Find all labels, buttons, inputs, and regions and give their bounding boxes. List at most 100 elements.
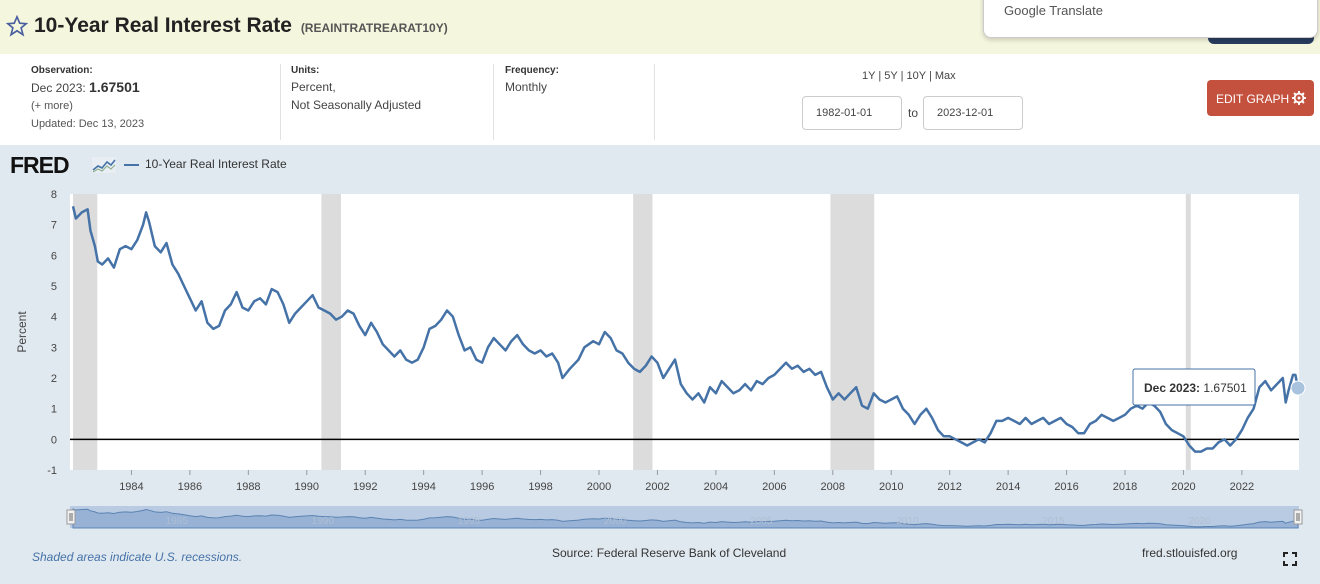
source-text: Source: Federal Reserve Bank of Clevelan… xyxy=(552,546,787,560)
fullscreen-icon[interactable] xyxy=(1283,552,1297,566)
recession-band xyxy=(321,194,341,470)
recession-band xyxy=(73,194,98,470)
navigator-tick-label: 2010 xyxy=(896,516,919,527)
page-title: 10-Year Real Interest Rate (REAINTRATREA… xyxy=(34,14,448,38)
series-id: (REAINTRATREARAT10Y) xyxy=(300,21,448,35)
x-tick-label: 2010 xyxy=(879,481,903,493)
x-tick-label: 2000 xyxy=(587,481,611,493)
navigator-series xyxy=(72,508,1299,529)
navigator-handle-right[interactable] xyxy=(1293,509,1303,525)
series-title: 10-Year Real Interest Rate xyxy=(34,14,292,37)
navigator-tick-label: 2020 xyxy=(1188,516,1211,527)
range-navigator[interactable]: 1985 1990 1995 2000 2005 2010 2015 2020 xyxy=(66,506,1303,529)
range-max[interactable]: Max xyxy=(934,70,956,82)
y-tick-label: 3 xyxy=(51,342,57,354)
recession-band xyxy=(633,194,653,470)
y-tick-label: 4 xyxy=(51,312,57,324)
plot-area xyxy=(70,194,1299,470)
svg-text:Dec 2023: 1.67501: Dec 2023: 1.67501 xyxy=(1144,381,1247,395)
recession-band xyxy=(1185,194,1191,470)
date-range-shortcuts: 1Y | 5Y | 10Y | Max xyxy=(862,70,956,82)
x-tick-label: 2016 xyxy=(1054,481,1078,493)
units-block: Units: Percent, Not Seasonally Adjusted xyxy=(291,64,421,114)
recession-shading xyxy=(73,194,1191,470)
tooltip: Dec 2023: 1.67501 xyxy=(1132,368,1256,406)
start-date-input[interactable]: 1982-01-01 xyxy=(802,96,902,130)
fred-logo-chart-icon xyxy=(92,157,116,173)
observation-label: Observation: xyxy=(31,65,93,76)
units-line-2: Not Seasonally Adjusted xyxy=(291,98,422,112)
series-info-panel: Observation: Dec 2023: 1.67501 (+ more) … xyxy=(0,54,1320,145)
google-translate-popup[interactable]: Google Translate xyxy=(983,0,1318,38)
gear-icon xyxy=(1292,90,1307,106)
navigator-tick-label: 1995 xyxy=(458,516,481,527)
header-button-edge[interactable] xyxy=(1208,36,1314,44)
legend-line-swatch xyxy=(124,164,139,166)
navigator-tick-label: 2005 xyxy=(750,516,773,527)
x-tick-label: 2018 xyxy=(1113,481,1137,493)
x-tick-label: 2004 xyxy=(704,481,728,493)
x-tick-label: 2020 xyxy=(1171,481,1195,493)
range-separator: | xyxy=(928,70,932,82)
y-tick-label: 6 xyxy=(51,250,57,262)
more-observations-link[interactable]: (+ more) xyxy=(31,100,73,112)
navigator-ticks: 1985 1990 1995 2000 2005 2010 2015 2020 xyxy=(166,516,1211,527)
units-label: Units: xyxy=(291,65,320,76)
recession-note: Shaded areas indicate U.S. recessions. xyxy=(32,550,243,564)
x-tick-label: 2012 xyxy=(937,481,961,493)
divider xyxy=(654,64,655,140)
divider xyxy=(493,64,494,140)
y-tick-label: -1 xyxy=(47,465,57,477)
range-5y[interactable]: 5Y xyxy=(884,70,898,82)
y-tick-label: 5 xyxy=(51,281,57,293)
x-tick-label: 2006 xyxy=(762,481,786,493)
x-tick-label: 1992 xyxy=(353,481,377,493)
x-tick-label: 2008 xyxy=(821,481,845,493)
x-tick-label: 2022 xyxy=(1230,481,1254,493)
range-separator: | xyxy=(878,70,882,82)
y-axis-label: Percent xyxy=(15,311,29,353)
frequency-value: Monthly xyxy=(505,80,548,94)
x-axis: 1984 1986 1988 1990 1992 1994 1996 1998 2000 2002… xyxy=(119,470,1254,493)
edit-graph-button[interactable]: EDIT GRAPH xyxy=(1207,80,1314,116)
y-tick-label: 8 xyxy=(51,189,57,201)
x-tick-label: 1998 xyxy=(528,481,552,493)
x-tick-label: 1986 xyxy=(178,481,202,493)
x-tick-label: 1994 xyxy=(411,481,435,493)
range-10y[interactable]: 10Y xyxy=(906,70,926,82)
x-tick-label: 1996 xyxy=(470,481,494,493)
range-1y[interactable]: 1Y xyxy=(862,70,876,82)
range-separator: | xyxy=(900,70,904,82)
frequency-block: Frequency: Monthly xyxy=(505,64,559,96)
fred-logo: FRED xyxy=(10,152,70,178)
observation-value: 1.67501 xyxy=(89,79,140,95)
y-tick-label: 1 xyxy=(51,404,57,416)
y-tick-label: 7 xyxy=(51,220,57,232)
tooltip-value: 1.67501 xyxy=(1203,381,1247,395)
star-icon[interactable] xyxy=(6,15,28,37)
x-tick-label: 1988 xyxy=(236,481,260,493)
tooltip-date: Dec 2023: xyxy=(1144,381,1200,395)
site-url[interactable]: fred.stlouisfed.org xyxy=(1142,546,1238,560)
google-translate-label: Google Translate xyxy=(1004,3,1104,18)
series-line[interactable] xyxy=(71,206,1300,453)
line-chart[interactable]: -1 0 1 2 3 4 5 6 7 8 1984 1986 1988 1990 1992 1994 1996… xyxy=(0,180,1320,542)
recession-band xyxy=(830,194,875,470)
navigator-tick-label: 2015 xyxy=(1042,516,1065,527)
edit-graph-label: EDIT GRAPH xyxy=(1216,92,1290,106)
frequency-label: Frequency: xyxy=(505,65,559,76)
navigator-tick-label: 2000 xyxy=(604,516,627,527)
y-tick-label: 0 xyxy=(51,434,57,446)
x-tick-label: 2014 xyxy=(996,481,1020,493)
to-label: to xyxy=(908,106,919,120)
divider xyxy=(280,64,281,140)
navigator-tick-label: 1990 xyxy=(312,516,335,527)
navigator-tick-label: 1985 xyxy=(166,516,189,527)
end-date-input[interactable]: 2023-12-01 xyxy=(923,96,1023,130)
x-tick-label: 1990 xyxy=(295,481,319,493)
navigator-handle-left[interactable] xyxy=(66,509,76,525)
x-tick-label: 1984 xyxy=(119,481,143,493)
legend-series-name: 10-Year Real Interest Rate xyxy=(145,157,287,171)
updated-date: Updated: Dec 13, 2023 xyxy=(31,118,145,130)
last-data-point[interactable] xyxy=(1290,380,1306,396)
